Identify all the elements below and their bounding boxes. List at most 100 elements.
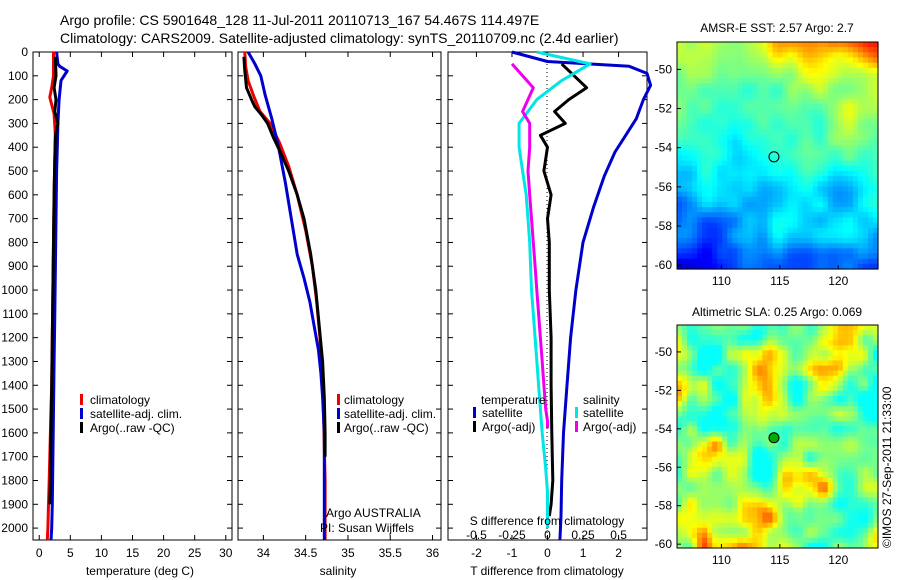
heatmap-cell <box>732 42 738 48</box>
heatmap-cell <box>792 406 799 412</box>
heatmap-cell <box>732 145 738 151</box>
heatmap-cell <box>682 477 688 483</box>
heatmap-cell <box>682 165 688 172</box>
heatmap-cell <box>782 238 789 244</box>
heatmap-cell <box>832 340 839 346</box>
x-tick-label: 2 <box>615 546 622 560</box>
heatmap-cell <box>857 421 864 427</box>
heatmap-cell <box>767 406 774 412</box>
heatmap-cell <box>752 401 759 407</box>
heatmap-cell <box>842 421 849 427</box>
heatmap-cell <box>697 502 703 509</box>
heatmap-cell <box>677 140 683 146</box>
heatmap-cell <box>742 98 748 105</box>
heatmap-cell <box>852 227 859 234</box>
heatmap-cell <box>752 176 759 182</box>
heatmap-cell <box>712 140 718 146</box>
heatmap-cell <box>837 517 844 524</box>
heatmap-cell <box>677 385 683 392</box>
heatmap-cell <box>827 395 834 402</box>
heatmap-cell <box>862 83 869 90</box>
heatmap-cell <box>692 170 698 177</box>
heatmap-cell <box>702 134 708 141</box>
heatmap-cell <box>747 436 753 443</box>
heatmap-cell <box>842 466 849 473</box>
heatmap-cell <box>777 466 784 473</box>
heatmap-cell <box>842 62 849 69</box>
heatmap-cell <box>767 57 774 64</box>
heatmap-cell <box>757 248 764 255</box>
heatmap-cell <box>702 160 708 167</box>
heatmap-cell <box>682 263 688 270</box>
heatmap-cell <box>827 238 834 244</box>
heatmap-cell <box>752 160 759 167</box>
heatmap-cell <box>862 375 869 382</box>
heatmap-cell <box>787 436 794 443</box>
heatmap-cell <box>842 263 849 270</box>
legend-swatch-argo <box>337 422 340 433</box>
sst-map-panel: AMSR-E SST: 2.57 Argo: 2.7 110 115 120-50-… <box>655 21 879 288</box>
heatmap-cell <box>707 176 713 182</box>
heatmap-cell <box>697 537 703 544</box>
heatmap-cell <box>852 42 859 48</box>
heatmap-cell <box>747 93 753 100</box>
heatmap-cell <box>727 160 733 167</box>
heatmap-cell <box>707 395 713 402</box>
heatmap-cell <box>832 385 839 392</box>
heatmap-cell <box>872 155 879 162</box>
heatmap-cell <box>767 537 774 544</box>
heatmap-cell <box>732 165 738 172</box>
heatmap-cell <box>677 401 683 407</box>
heatmap-cell <box>762 42 769 48</box>
heatmap-cell <box>832 243 839 249</box>
heatmap-cell <box>717 390 723 397</box>
heatmap-cell <box>812 103 819 110</box>
heatmap-cell <box>812 461 819 468</box>
heatmap-cell <box>747 350 753 357</box>
heatmap-cell <box>812 93 819 100</box>
heatmap-cell <box>752 52 759 59</box>
heatmap-cell <box>727 57 733 64</box>
heatmap-cell <box>862 165 869 172</box>
heatmap-cell <box>822 170 829 177</box>
y-tick-label: -50 <box>655 345 673 359</box>
heatmap-cell <box>857 93 864 100</box>
heatmap-cell <box>867 390 874 397</box>
heatmap-cell <box>732 72 738 79</box>
heatmap-cell <box>797 176 804 182</box>
heatmap-cell <box>832 140 839 146</box>
heatmap-cell <box>722 243 728 249</box>
heatmap-cell <box>792 431 799 438</box>
heatmap-cell <box>732 542 738 549</box>
heatmap-cell <box>852 497 859 503</box>
heatmap-cell <box>837 431 844 438</box>
heatmap-cell <box>852 466 859 473</box>
heatmap-cell <box>722 466 728 473</box>
heatmap-cell <box>767 487 774 493</box>
heatmap-cell <box>717 421 723 427</box>
heatmap-cell <box>862 401 869 407</box>
heatmap-cell <box>797 201 804 208</box>
heatmap-cell <box>692 140 698 146</box>
heatmap-cell <box>722 365 728 372</box>
heatmap-cell <box>777 411 784 417</box>
heatmap-cell <box>772 88 779 95</box>
heatmap-cell <box>712 176 718 182</box>
heatmap-cell <box>682 88 688 95</box>
heatmap-cell <box>792 542 799 549</box>
heatmap-cell <box>687 98 693 105</box>
heatmap-cell <box>867 482 874 488</box>
heatmap-cell <box>682 181 688 188</box>
heatmap-cell <box>857 186 864 193</box>
heatmap-cell <box>852 217 859 224</box>
heatmap-cell <box>757 421 764 427</box>
heatmap-cell <box>752 517 759 524</box>
heatmap-cell <box>782 217 789 224</box>
heatmap-cell <box>777 507 784 514</box>
heatmap-cell <box>832 411 839 417</box>
heatmap-cell <box>687 57 693 64</box>
heatmap-cell <box>772 441 779 448</box>
heatmap-cell <box>822 456 829 463</box>
heatmap-cell <box>677 62 683 69</box>
heatmap-cell <box>822 416 829 422</box>
